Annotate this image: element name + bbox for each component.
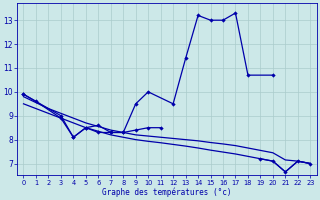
X-axis label: Graphe des températures (°c): Graphe des températures (°c) xyxy=(102,187,232,197)
